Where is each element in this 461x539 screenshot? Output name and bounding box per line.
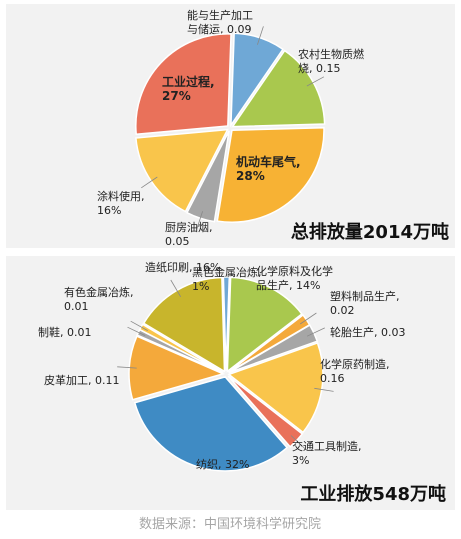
slice-label-1-6: 皮革加工, 0.11 (44, 373, 120, 387)
leader-line-1-2 (306, 327, 325, 337)
leader-line-1-8 (130, 320, 148, 331)
pie-slice-1-0 (226, 276, 303, 373)
slice-label-0-0: 能与生产加工与储运, 0.09 (187, 8, 253, 36)
slice-label-0-5: 工业过程, 27% (162, 74, 215, 103)
slice-label-1-8: 有色金属冶炼, 0.01 (64, 285, 134, 313)
leader-line-0-4 (141, 176, 158, 189)
pie-slice-0-5 (135, 33, 232, 136)
slice-label-0-4: 涂料使用, 16% (97, 189, 145, 217)
slice-label-1-0: 化学原料及化学品生产, 14% (256, 264, 333, 292)
pie-chart-industrial-emissions: 化学原料及化学品生产, 14%塑料制品生产, 0.02 轮胎生产, 0.03 化学原药… (38, 260, 406, 472)
data-source-note: 数据来源：中国环境科学研究院 (139, 516, 321, 532)
slice-label-0-1: 农村生物质燃烧, 0.15 (298, 47, 364, 75)
slice-label-1-3: 化学原药制造, 0.16 (320, 357, 390, 385)
slice-label-0-3: 厨房油烟, 0.05 (165, 220, 213, 248)
slice-label-1-10: 黑色金属冶炼, 1% (192, 265, 262, 293)
industrial-emissions-title: 工业排放548万吨 (300, 483, 446, 505)
slice-label-1-9: 造纸印刷, 16% (145, 260, 220, 274)
leader-line-1-4 (290, 435, 306, 450)
slice-label-1-2: 轮胎生产, 0.03 (330, 325, 406, 339)
pie-slice-1-10 (222, 276, 231, 372)
leader-line-0-1 (306, 76, 325, 87)
leader-line-0-0 (257, 26, 264, 45)
pie-chart-total-emissions: 能与生产加工与储运, 0.09 农村生物质燃烧, 0.15 机动车尾气, 28% 厨房油… (97, 8, 364, 248)
slice-label-1-7: 制鞋, 0.01 (38, 325, 92, 339)
total-emissions-title: 总排放量2014万吨 (291, 221, 449, 243)
slice-label-0-2: 机动车尾气, 28% (236, 154, 301, 183)
slice-label-1-4: 交通工具制造, 3% (292, 439, 362, 467)
pie-slice-1-5 (133, 376, 289, 472)
leader-line-1-3 (314, 387, 334, 392)
leader-line-1-7 (127, 326, 146, 336)
pie-slice-0-2 (216, 126, 325, 224)
leader-line-1-1 (299, 312, 317, 325)
leader-line-0-3 (196, 211, 203, 230)
slice-label-1-1: 塑料制品生产, 0.02 (330, 289, 400, 317)
leader-line-1-9 (170, 279, 182, 298)
leader-line-1-6 (117, 366, 137, 369)
slice-label-1-5: 纺织, 32% (196, 457, 249, 471)
